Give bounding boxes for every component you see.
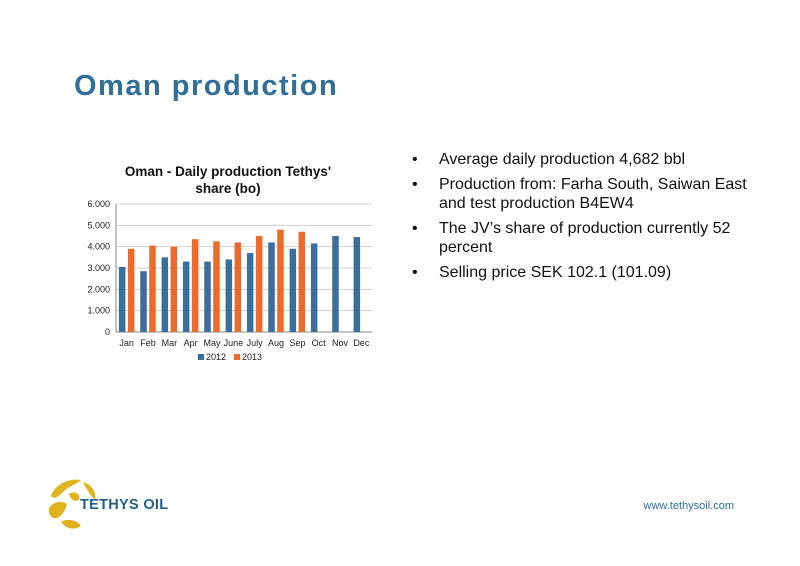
x-tick-label: Apr (184, 338, 198, 348)
bar-2012 (289, 248, 297, 332)
x-tick-label: Oct (312, 338, 327, 348)
x-tick-label: Mar (162, 338, 178, 348)
bar-2013 (213, 241, 220, 332)
bullet-text: Selling price SEK 102.1 (101.09) (439, 264, 672, 281)
x-tick-label: Aug (268, 338, 284, 348)
y-tick-label: 2.000 (87, 284, 110, 294)
bullet-text: Production from: Farha South, Saiwan Eas… (439, 176, 747, 212)
y-tick-label: 6.000 (87, 199, 110, 209)
bar-2012 (161, 257, 169, 332)
bullet-list: • Average daily production 4,682 bbl • Pro… (412, 150, 772, 288)
bullet-item: • The JV’s share of production currently … (412, 219, 772, 257)
bar-2012 (268, 242, 275, 332)
legend-swatch (234, 354, 240, 360)
bullet-dot: • (412, 220, 418, 237)
logo-text: TETHYS OIL (80, 497, 169, 513)
bar-2012 (225, 259, 233, 332)
y-tick-label: 1.000 (87, 306, 110, 316)
page-title: Oman production (74, 70, 339, 102)
bar-2012 (310, 243, 318, 332)
legend-label: 2012 (206, 352, 226, 362)
bullet-item: • Average daily production 4,682 bbl (412, 150, 772, 169)
bar-2012 (332, 236, 339, 332)
y-tick-label: 4.000 (87, 242, 110, 252)
bullet-dot: • (412, 151, 418, 168)
bar-2012 (140, 271, 147, 332)
y-tick-label: 3.000 (87, 263, 110, 273)
bar-2013 (255, 236, 263, 332)
bar-2013 (191, 239, 199, 332)
x-tick-label: June (224, 338, 244, 348)
x-tick-label: Sep (289, 338, 305, 348)
tethys-logo-icon (48, 479, 96, 529)
bar-2013 (234, 242, 242, 332)
bullet-text: Average daily production 4,682 bbl (439, 151, 686, 168)
x-tick-label: Jan (119, 338, 134, 348)
y-tick-label: 5.000 (87, 220, 110, 230)
bar-2013 (298, 231, 306, 332)
bar-2012 (182, 261, 190, 332)
bar-2013 (277, 229, 284, 332)
bar-2012 (353, 237, 361, 332)
bar-2012 (204, 261, 211, 332)
chart-title-line-2: share (bo) (195, 181, 261, 196)
y-tick-label: 0 (105, 327, 110, 337)
bar-2013 (149, 245, 156, 332)
x-tick-label: May (203, 338, 221, 348)
bullet-text: The JV’s share of production currently 5… (439, 220, 731, 256)
bullet-item: • Selling price SEK 102.1 (101.09) (412, 263, 772, 282)
x-tick-label: Feb (140, 338, 156, 348)
chart-title: Oman - Daily production Tethys' share (b… (88, 163, 368, 197)
bar-2012 (118, 266, 126, 332)
legend-swatch (198, 354, 204, 360)
bar-2013 (170, 246, 178, 332)
website-link[interactable]: www.tethysoil.com (643, 500, 734, 512)
chart-title-line-1: Oman - Daily production Tethys' (124, 164, 332, 179)
bullet-dot: • (412, 264, 418, 281)
bullet-item: • Production from: Farha South, Saiwan Ea… (412, 175, 772, 213)
x-tick-label: July (247, 338, 264, 348)
x-tick-label: Nov (332, 338, 349, 348)
x-tick-label: Dec (353, 338, 370, 348)
bar-2012 (246, 253, 254, 332)
bar-2013 (127, 248, 135, 332)
legend-label: 2013 (242, 352, 262, 362)
bullet-dot: • (412, 176, 418, 193)
